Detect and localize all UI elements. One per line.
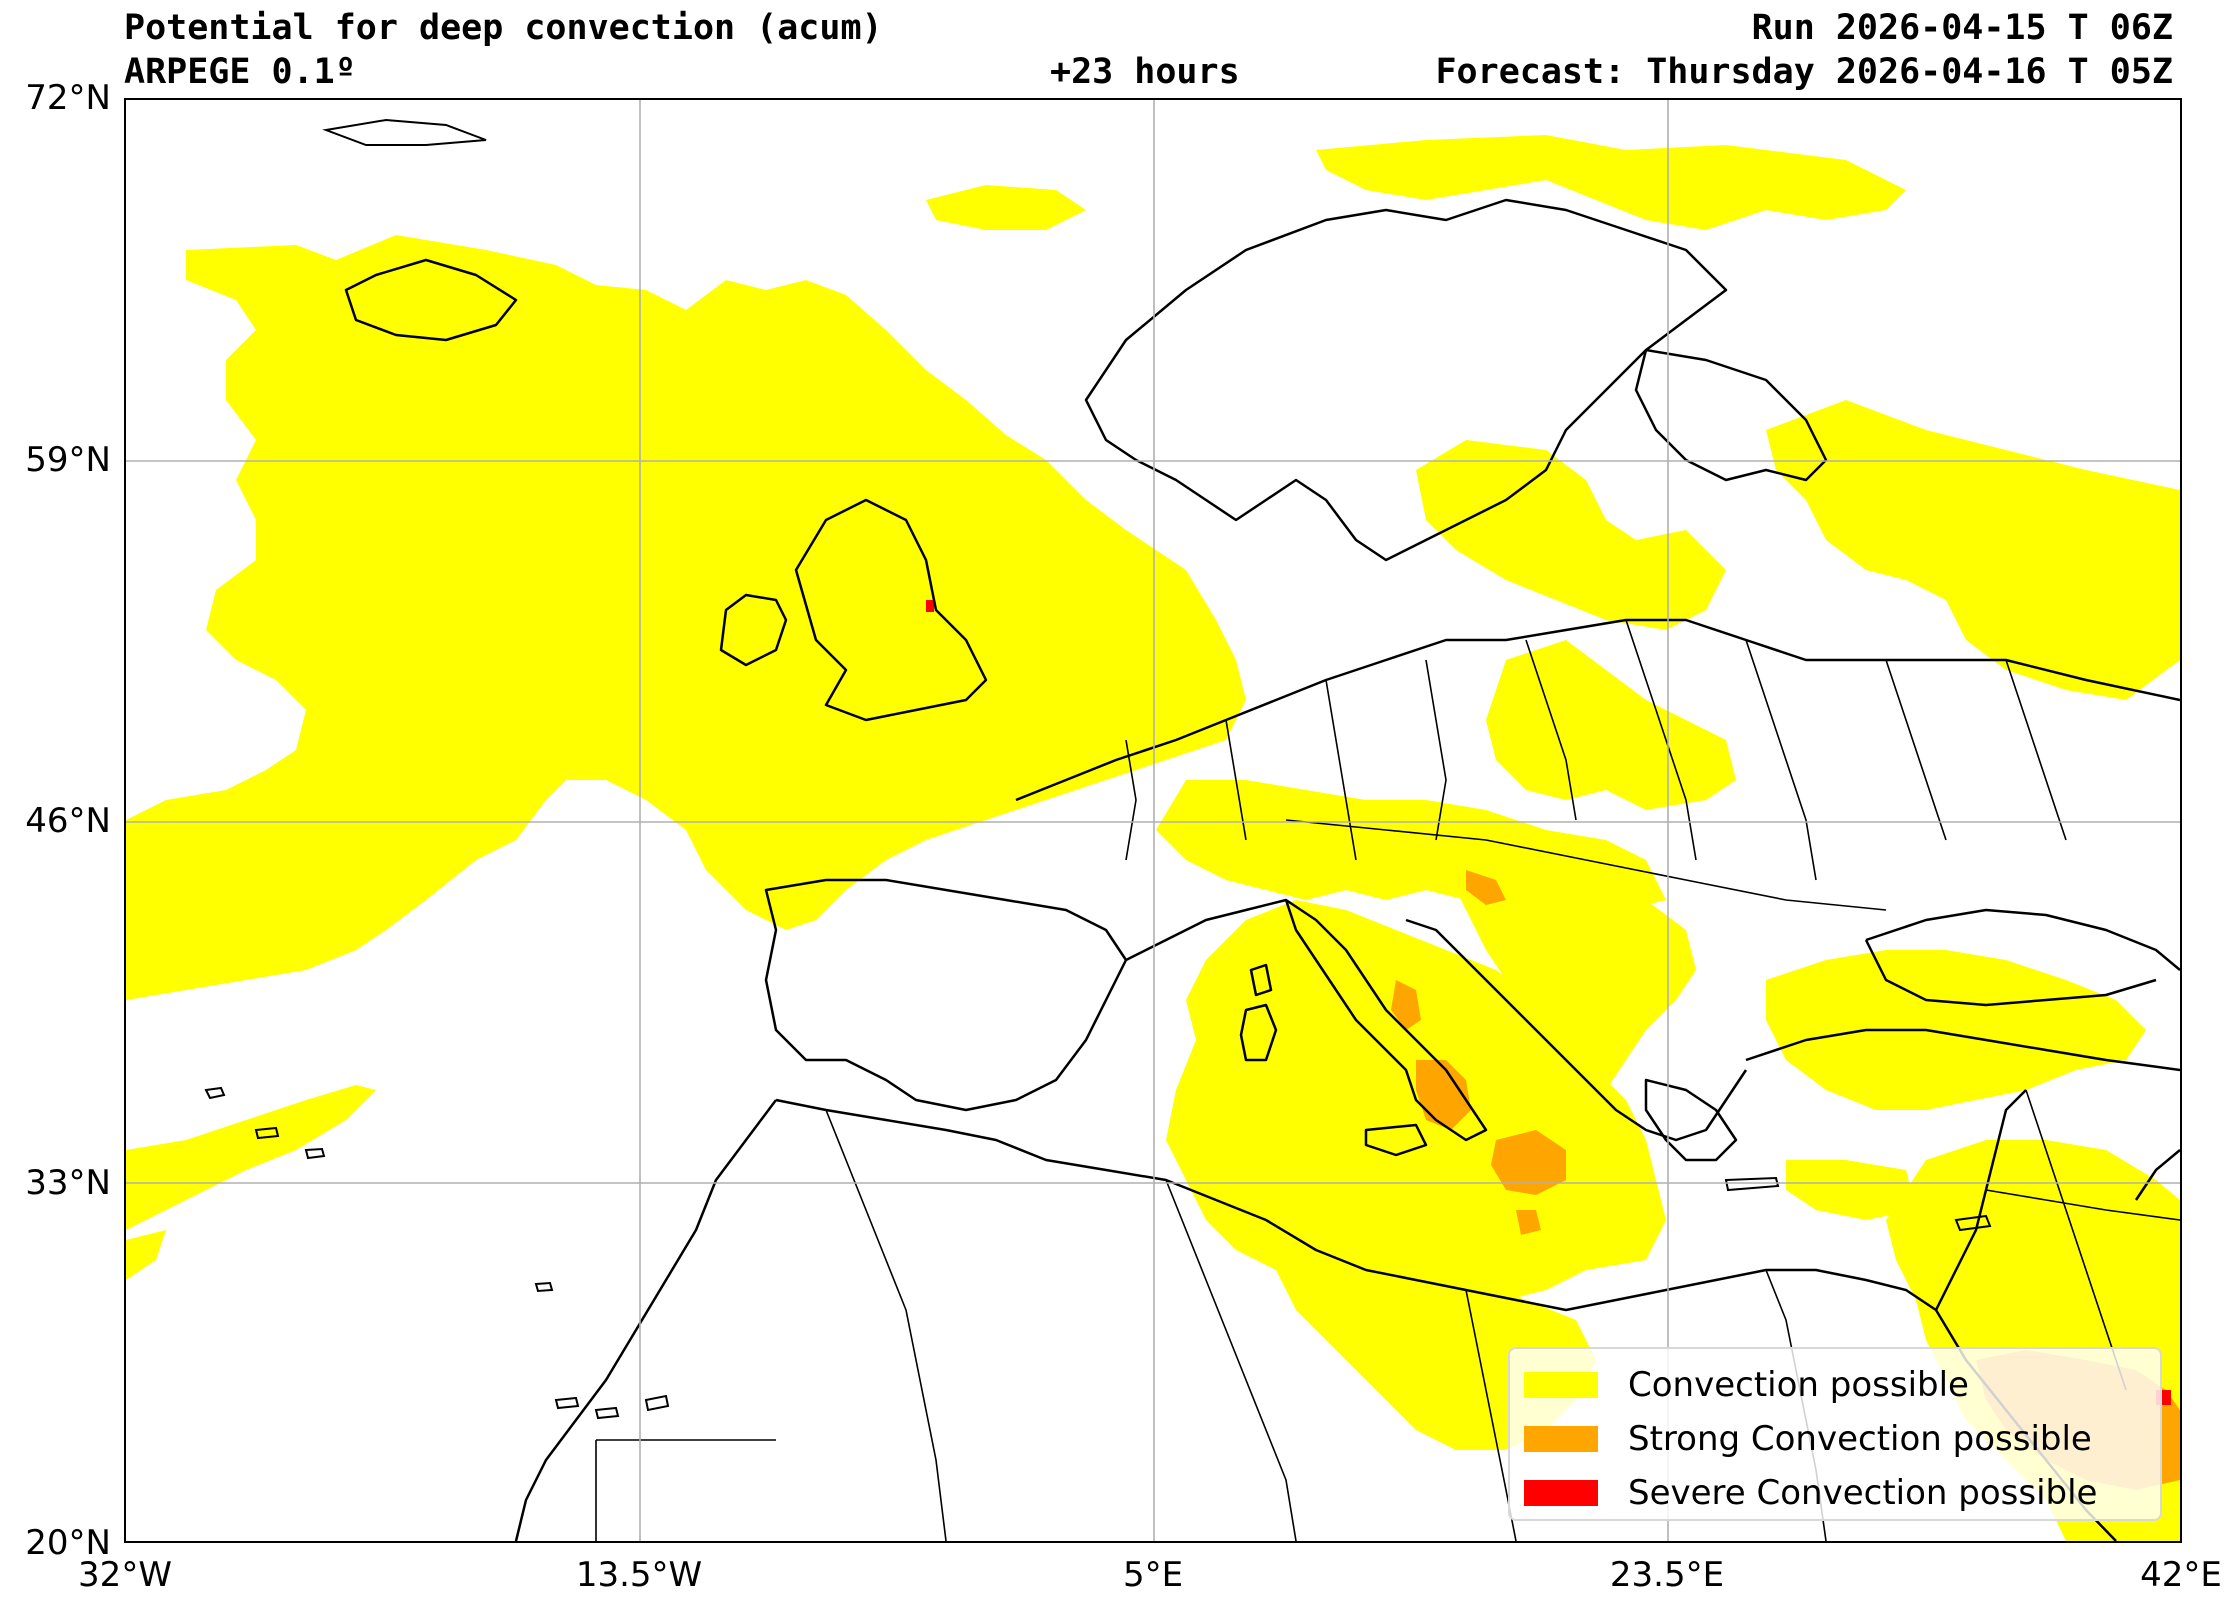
coastline-turkey <box>1745 1028 2180 1072</box>
lon-label-5e: 5°E <box>1122 1555 1184 1595</box>
map-legend: Convection possible Strong Convection po… <box>1508 1347 2162 1521</box>
borders-middle-east <box>1985 1089 2180 1391</box>
island-madeira <box>534 1281 554 1293</box>
lon-label-13-5w: 13.5°W <box>575 1555 703 1595</box>
convection-area-canaries <box>126 1085 376 1230</box>
legend-item-strong: Strong Convection possible <box>1524 1419 2092 1459</box>
legend-swatch-convection <box>1524 1372 1598 1398</box>
border-layer <box>595 619 2180 1541</box>
island-canaries <box>554 1394 670 1420</box>
islands-layer <box>204 118 1992 1420</box>
borders-europe <box>1125 619 2067 911</box>
convection-area-baltic <box>1416 440 1726 630</box>
lat-label-46n: 46°N <box>25 801 111 841</box>
island-svalbard-edge <box>322 118 487 146</box>
severe-convection-england <box>926 600 934 612</box>
convection-area-west-africa-coast <box>126 1230 166 1280</box>
strong-convection-balkans <box>1466 870 1506 905</box>
forecast-time: Forecast: Thursday 2026-04-16 T 05Z <box>1435 52 2173 92</box>
lead-time: +23 hours <box>1050 52 1240 92</box>
coastline-finland <box>1634 348 1828 482</box>
strong-convection-italy <box>1391 980 1421 1030</box>
legend-swatch-severe <box>1524 1480 1598 1506</box>
coastline-iberia <box>764 878 1128 1112</box>
convection-area-norway-sea <box>926 185 1086 230</box>
lat-label-33n: 33°N <box>25 1163 111 1203</box>
convection-area-poland <box>1486 640 1736 810</box>
gridlines <box>126 100 2180 1541</box>
lat-label-59n: 59°N <box>25 440 111 480</box>
legend-swatch-strong <box>1524 1426 1598 1452</box>
strong-convection-libya <box>1516 1210 1541 1235</box>
map-title: Potential for deep convection (acum) <box>124 8 883 48</box>
coastline-sicily <box>1364 1123 1428 1157</box>
legend-label-strong: Strong Convection possible <box>1628 1419 2092 1459</box>
map-panel <box>124 98 2182 1543</box>
convection-area-lapland <box>1316 135 1906 230</box>
island-azores <box>204 1086 326 1160</box>
coastline-adriatic-balkans <box>1405 918 1748 1142</box>
model-name: ARPEGE 0.1º <box>124 52 356 92</box>
coastline-black-sea <box>1864 908 2180 1007</box>
coastline-north-africa <box>775 1098 1937 1312</box>
strong-convection-ionian <box>1491 1130 1566 1195</box>
coastline-great-britain <box>794 498 988 722</box>
island-cyprus <box>1954 1214 1992 1232</box>
coastline-italy <box>1284 898 1488 1142</box>
run-time: Run 2026-04-15 T 06Z <box>1751 8 2173 48</box>
coastline-scandinavia <box>1084 198 1728 562</box>
lat-label-72n: 72°N <box>25 78 111 118</box>
convection-area-russia <box>1766 400 2180 700</box>
lon-label-32w: 32°W <box>78 1555 172 1595</box>
convection-area-balkans <box>1446 820 1696 1100</box>
convection-layer <box>126 135 2180 1541</box>
coastline-sardinia <box>1239 1003 1278 1062</box>
coastline-corsica <box>1249 963 1273 997</box>
island-crete <box>1724 1176 1780 1192</box>
legend-label-severe: Severe Convection possible <box>1628 1473 2098 1513</box>
forecast-map <box>126 100 2180 1541</box>
coastline-greece <box>1644 1078 1738 1162</box>
legend-item-convection: Convection possible <box>1524 1365 1969 1405</box>
convection-area-turkey <box>1766 950 2146 1110</box>
coastline-ireland <box>719 593 788 667</box>
convection-area-atlantic <box>126 235 1246 1000</box>
legend-label-convection: Convection possible <box>1628 1365 1969 1405</box>
convection-area-egypt-coast <box>1786 1160 1916 1220</box>
lon-label-23-5e: 23.5°E <box>1609 1555 1725 1595</box>
lat-label-20n: 20°N <box>25 1523 111 1563</box>
legend-item-severe: Severe Convection possible <box>1524 1473 2097 1513</box>
coastline-caspian-edge <box>2134 1149 2180 1201</box>
lon-label-42e: 42°E <box>2140 1555 2222 1595</box>
coastline-europe-mainland <box>1015 618 2180 802</box>
coastline-iceland <box>344 258 518 342</box>
coastline-france-mediterranean <box>1125 898 1287 962</box>
coastline-morocco-atlantic <box>514 1099 777 1541</box>
